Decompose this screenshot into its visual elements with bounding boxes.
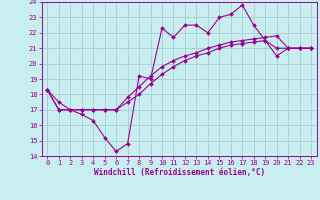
X-axis label: Windchill (Refroidissement éolien,°C): Windchill (Refroidissement éolien,°C)	[94, 168, 265, 177]
